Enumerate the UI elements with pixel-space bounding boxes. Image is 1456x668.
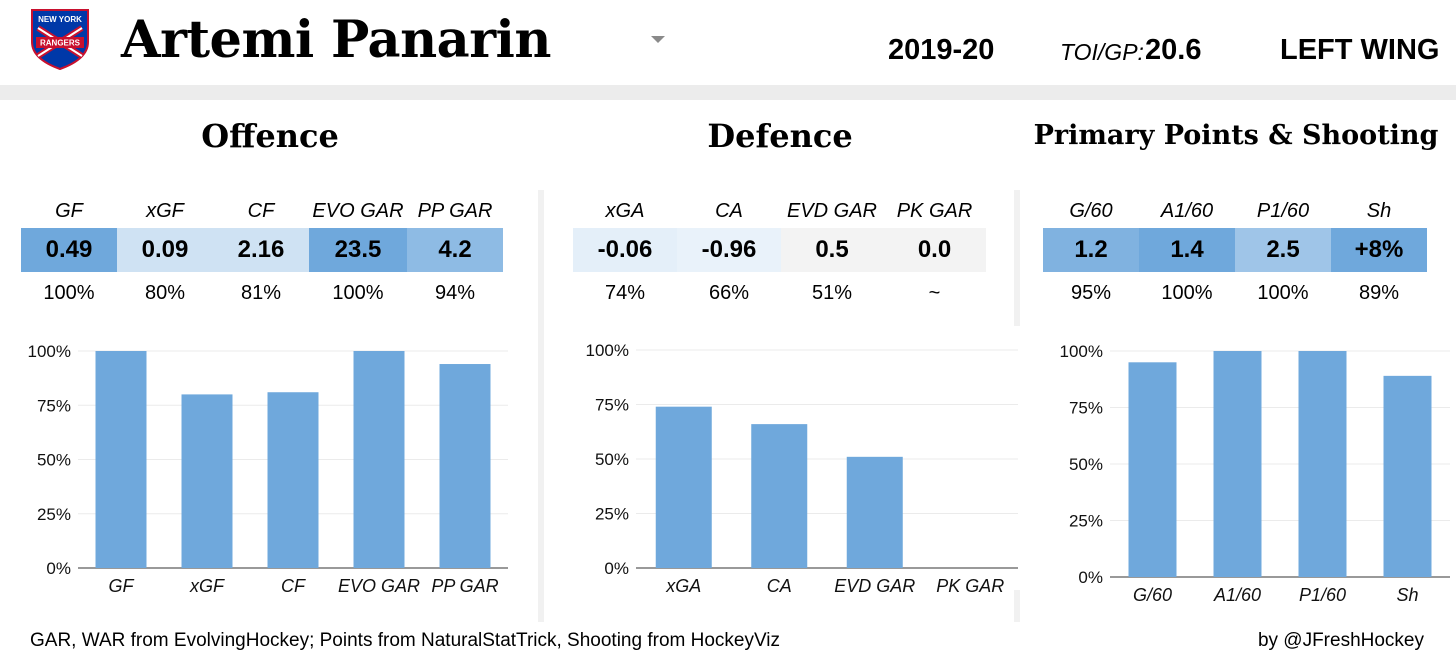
y-tick-label: 75%: [595, 396, 629, 415]
offence-title: Offence: [201, 117, 339, 155]
toi-value: 20.6: [1145, 34, 1202, 66]
stat-value: 2.16: [213, 228, 309, 272]
logo-text-top: NEW YORK: [38, 15, 82, 24]
logo-text-bottom: RANGERS: [40, 39, 81, 48]
y-tick-label: 0%: [46, 559, 71, 578]
bar: [1383, 375, 1432, 577]
stat-value: 2.5: [1235, 228, 1331, 272]
team-logo: NEW YORK RANGERS: [30, 8, 90, 71]
stat-percentile: ~: [928, 282, 941, 304]
defence-title: Defence: [707, 117, 853, 155]
x-tick-label: Sh: [1396, 585, 1418, 605]
y-tick-label: 100%: [28, 342, 71, 361]
bar: [655, 406, 712, 568]
y-tick-label: 50%: [37, 451, 71, 470]
x-tick-label: PK GAR: [936, 576, 1004, 596]
stat-percentile: 80%: [144, 282, 186, 304]
bar: [1298, 351, 1347, 577]
y-tick-label: 25%: [595, 505, 629, 524]
y-tick-label: 75%: [37, 396, 71, 415]
season: 2019-20: [888, 34, 995, 66]
stat-percentile: 81%: [240, 282, 282, 304]
points-shooting-title: Primary Points & Shooting: [1033, 120, 1439, 151]
toi-label: TOI/GP:: [1060, 39, 1144, 65]
x-tick-label: EVD GAR: [834, 576, 915, 596]
position: LEFT WING: [1280, 34, 1440, 66]
bar: [439, 364, 491, 568]
stat-value: 1.2: [1043, 228, 1139, 272]
y-tick-label: 25%: [37, 505, 71, 524]
y-tick-label: 0%: [604, 559, 629, 578]
stat-value: 1.4: [1139, 228, 1235, 272]
x-tick-label: GF: [109, 576, 135, 596]
stat-value: 0.0: [883, 228, 986, 272]
x-tick-label: EVO GAR: [338, 576, 420, 596]
x-tick-label: xGF: [189, 576, 225, 596]
stat-label: PP GAR: [417, 200, 493, 222]
stat-percentile: 66%: [708, 282, 750, 304]
author-credit: by @JFreshHockey: [1257, 630, 1424, 651]
stat-percentile: 51%: [811, 282, 853, 304]
chevron-down-icon[interactable]: [651, 36, 665, 43]
bar: [1213, 351, 1262, 577]
bar: [181, 394, 233, 568]
y-tick-label: 100%: [586, 341, 629, 360]
stat-label: PK GAR: [896, 200, 973, 222]
x-tick-label: CF: [281, 576, 306, 596]
stat-percentile: 94%: [434, 282, 476, 304]
stat-label: CF: [247, 200, 275, 222]
stat-percentile: 89%: [1358, 282, 1400, 304]
section-divider: [538, 190, 544, 622]
stat-label: GF: [55, 200, 83, 222]
stat-value: +8%: [1331, 228, 1427, 272]
stat-value: 0.09: [117, 228, 213, 272]
stat-percentile: 100%: [1161, 282, 1213, 304]
x-tick-label: A1/60: [1213, 585, 1261, 605]
stat-label: Sh: [1366, 200, 1392, 222]
stat-value: 0.49: [21, 228, 117, 272]
bar: [95, 351, 147, 568]
data-source-note: GAR, WAR from EvolvingHockey; Points fro…: [30, 630, 781, 651]
y-tick-label: 75%: [1069, 399, 1103, 418]
stat-label: A1/60: [1160, 200, 1214, 222]
section-divider: [1014, 190, 1020, 326]
x-tick-label: P1/60: [1299, 585, 1346, 605]
section-divider: [1014, 590, 1020, 622]
stat-percentile: 95%: [1070, 282, 1112, 304]
stat-percentile: 74%: [604, 282, 646, 304]
y-tick-label: 25%: [1069, 512, 1103, 531]
stat-value: 4.2: [407, 228, 503, 272]
x-tick-label: CA: [767, 576, 792, 596]
stat-label: xGF: [146, 200, 184, 222]
player-name: Artemi Panarin: [121, 10, 552, 70]
bar: [1128, 362, 1177, 577]
stat-label: xGA: [605, 200, 645, 222]
stat-label: P1/60: [1256, 200, 1310, 222]
bar: [751, 424, 808, 568]
x-tick-label: xGA: [665, 576, 701, 596]
stat-value: 23.5: [309, 228, 407, 272]
y-tick-label: 100%: [1060, 342, 1103, 361]
y-tick-label: 50%: [1069, 455, 1103, 474]
y-tick-label: 0%: [1078, 568, 1103, 587]
stat-percentile: 100%: [1257, 282, 1309, 304]
x-tick-label: G/60: [1133, 585, 1172, 605]
bar: [353, 351, 405, 568]
stat-percentile: 100%: [43, 282, 95, 304]
stat-label: G/60: [1069, 200, 1113, 222]
stat-label: EVD GAR: [786, 200, 878, 222]
header-divider: [0, 85, 1456, 100]
y-tick-label: 50%: [595, 450, 629, 469]
bar: [846, 456, 903, 568]
stat-value: -0.96: [677, 228, 781, 272]
stat-label: CA: [715, 200, 743, 222]
x-tick-label: PP GAR: [431, 576, 498, 596]
stat-value: 0.5: [781, 228, 883, 272]
stat-label: EVO GAR: [312, 200, 404, 222]
bar: [267, 392, 319, 568]
stat-value: -0.06: [573, 228, 677, 272]
stat-percentile: 100%: [332, 282, 384, 304]
